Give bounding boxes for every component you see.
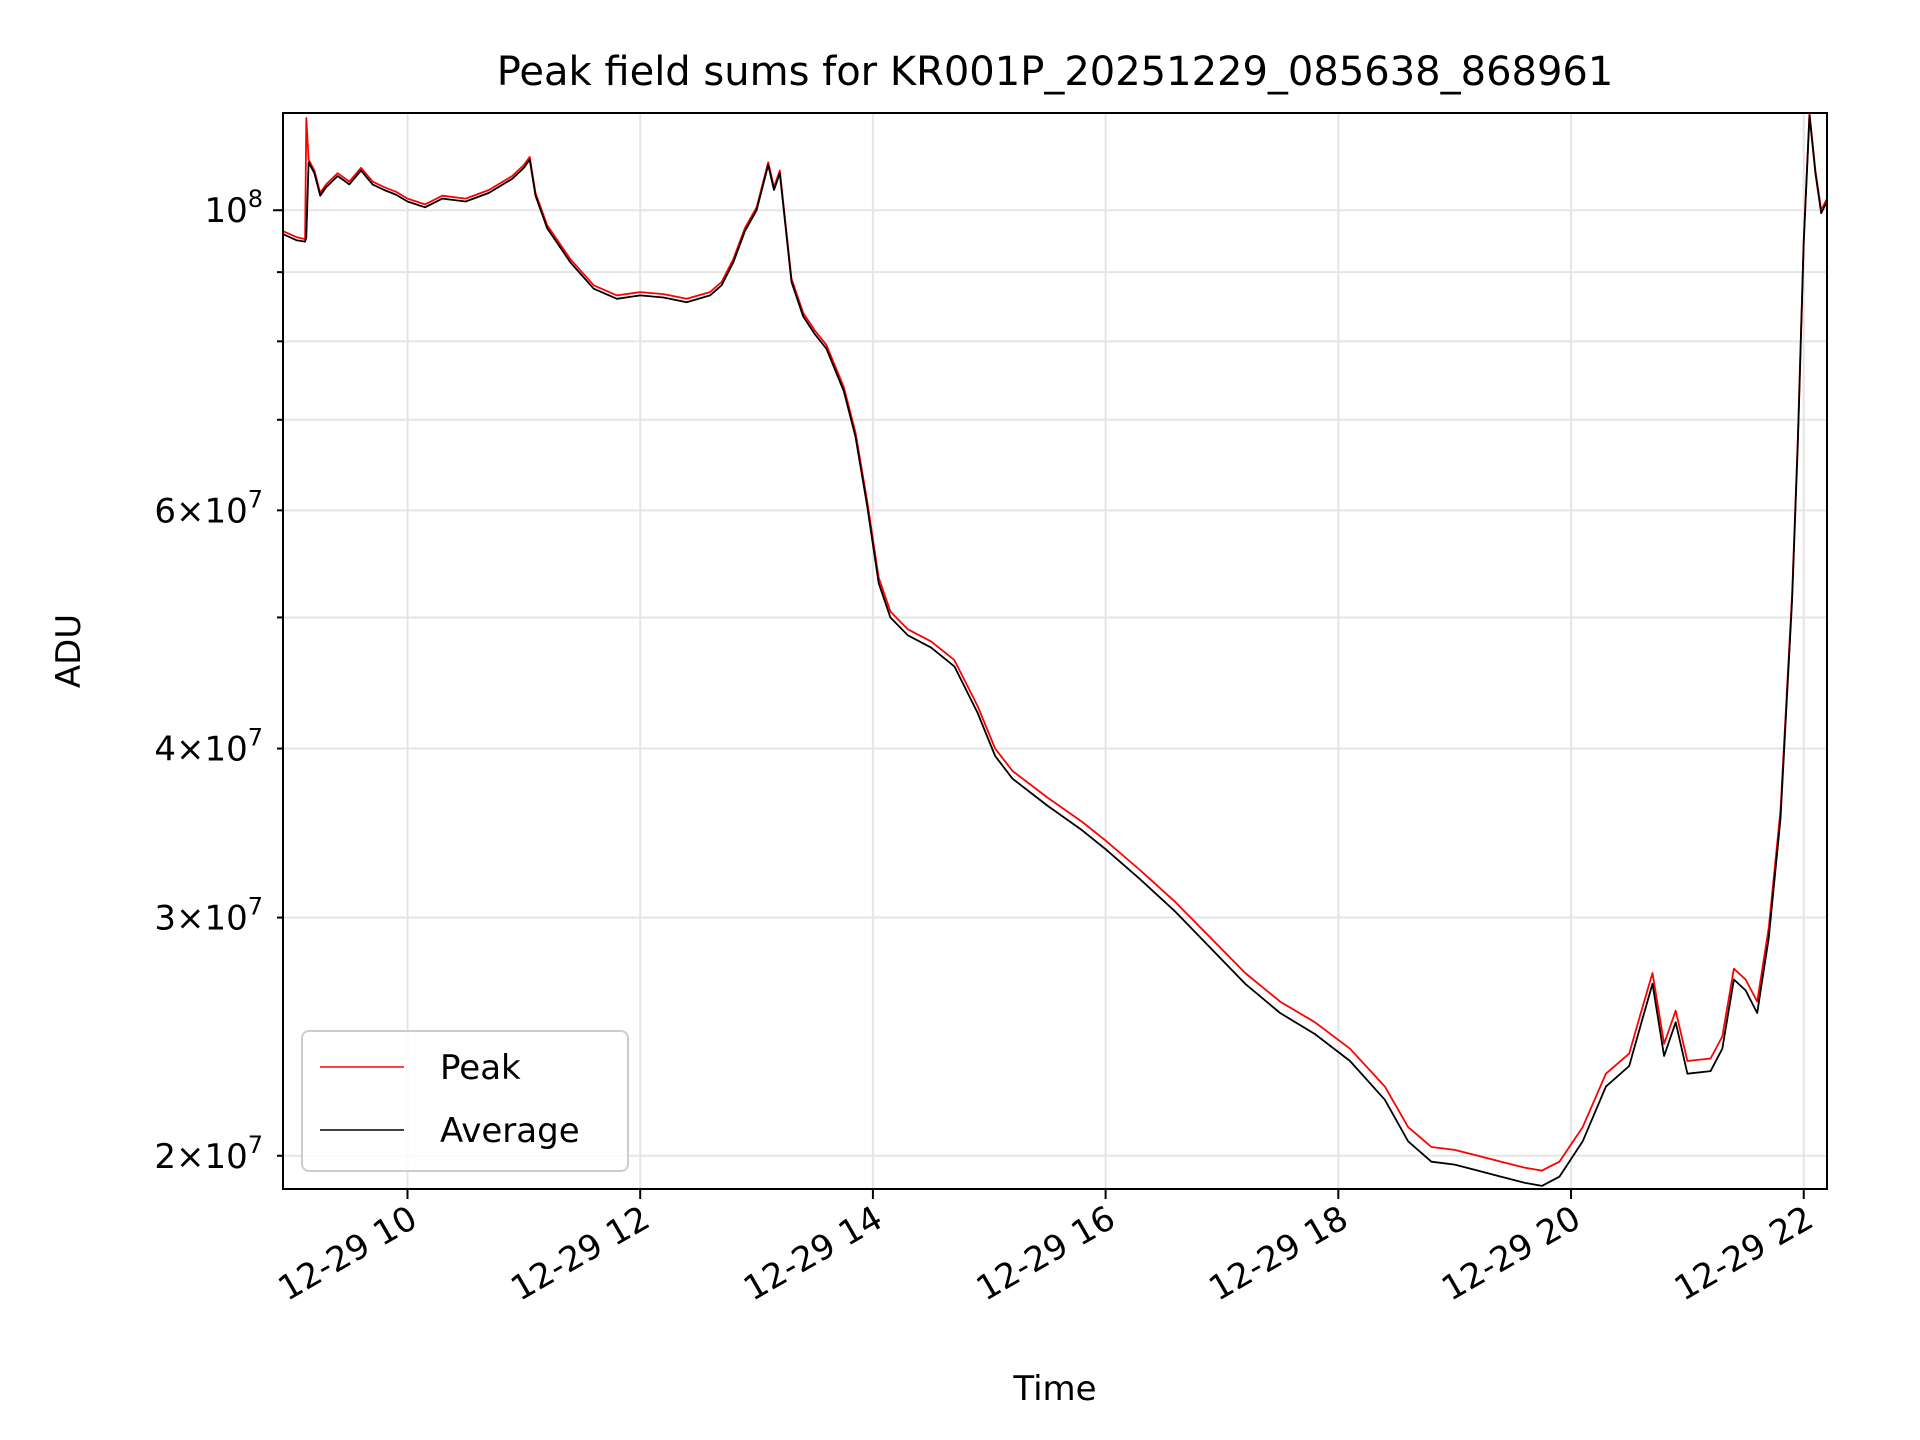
chart-title: Peak field sums for KR001P_20251229_0856… bbox=[497, 49, 1614, 95]
legend: Peak Average bbox=[301, 1030, 629, 1172]
y-tick-mantissa: 3 bbox=[154, 899, 176, 939]
x-axis-label: Time bbox=[1012, 1369, 1096, 1409]
series-line-peak bbox=[283, 113, 1827, 1172]
y-tick-exponent: 7 bbox=[248, 893, 263, 921]
y-tick-label: 3×107 bbox=[154, 893, 263, 939]
series-line-average bbox=[283, 114, 1827, 1187]
y-tick-exponent: 7 bbox=[248, 485, 263, 513]
series-layer bbox=[283, 113, 1827, 1187]
y-tick-label: 2×107 bbox=[154, 1131, 263, 1177]
legend-label-peak: Peak bbox=[440, 1048, 521, 1088]
y-tick-mantissa: 6 bbox=[154, 491, 176, 531]
y-tick-exponent: 8 bbox=[248, 185, 263, 213]
y-tick-label: 4×107 bbox=[154, 724, 263, 770]
legend-box bbox=[301, 1030, 629, 1172]
grid bbox=[283, 113, 1827, 1189]
y-tick-mantissa: 2 bbox=[154, 1137, 176, 1177]
plot-frame bbox=[282, 112, 1828, 1190]
y-axis-ticks: 108 2×107 3×107 4×107 6×107 bbox=[154, 185, 283, 1177]
y-tick-mantissa: 4 bbox=[154, 730, 176, 770]
y-tick-label: 108 bbox=[204, 185, 263, 231]
y-tick-exponent: 7 bbox=[248, 1131, 263, 1159]
legend-label-average: Average bbox=[440, 1111, 580, 1151]
y-tick-exponent: 7 bbox=[248, 724, 263, 752]
y-axis-label: ADU bbox=[49, 614, 89, 688]
y-tick-label: 6×107 bbox=[154, 485, 263, 531]
